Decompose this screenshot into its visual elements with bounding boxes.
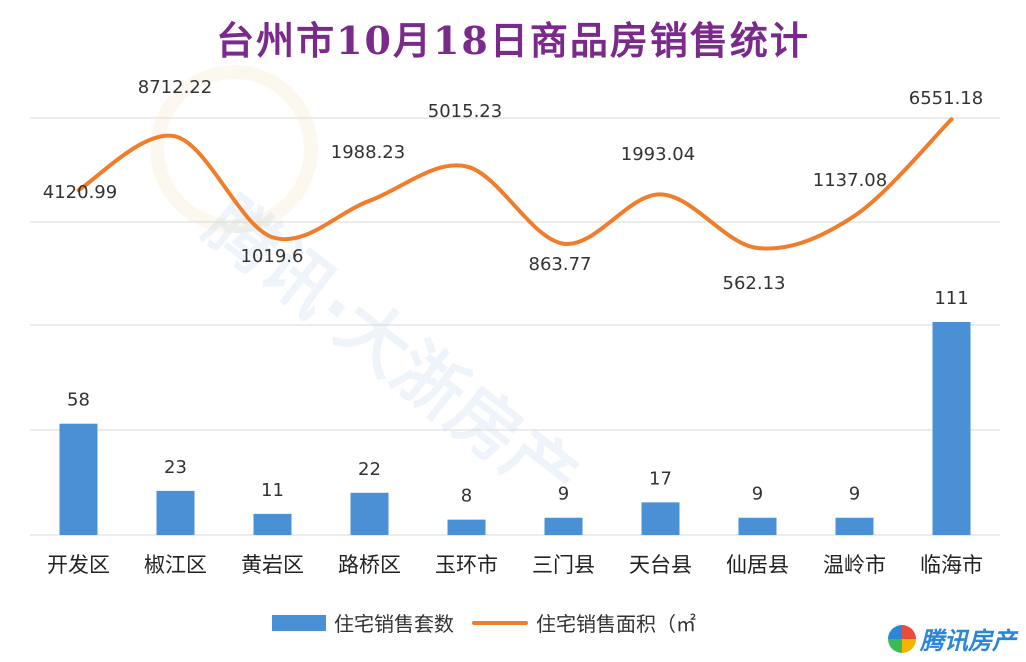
bar-0 bbox=[59, 423, 98, 535]
bar-value-label-1: 23 bbox=[164, 457, 187, 478]
category-label-3: 路桥区 bbox=[338, 553, 401, 577]
bar-3 bbox=[350, 492, 389, 535]
category-label-0: 开发区 bbox=[47, 553, 110, 577]
category-label-7: 仙居县 bbox=[726, 553, 789, 577]
bar-value-label-6: 17 bbox=[649, 468, 672, 489]
line-value-label-1: 8712.22 bbox=[138, 77, 212, 98]
line-value-label-4: 5015.23 bbox=[428, 101, 502, 122]
bar-6 bbox=[641, 502, 680, 535]
legend-line-label: 住宅销售面积（㎡ bbox=[536, 612, 696, 636]
bar-1 bbox=[156, 490, 195, 535]
brand-logo: 腾讯房产 bbox=[888, 621, 1016, 656]
legend-bar-swatch bbox=[272, 614, 326, 631]
legend-bar-label: 住宅销售套数 bbox=[334, 612, 454, 636]
chart-legend: 住宅销售套数 住宅销售面积（㎡ bbox=[272, 608, 696, 637]
bar-2 bbox=[253, 513, 292, 535]
legend-line-swatch bbox=[472, 620, 528, 625]
bar-5 bbox=[544, 517, 583, 535]
category-label-1: 椒江区 bbox=[144, 553, 207, 577]
line-value-label-8: 1137.08 bbox=[813, 170, 887, 191]
bar-value-label-4: 8 bbox=[461, 486, 472, 507]
category-label-2: 黄岩区 bbox=[241, 553, 304, 577]
line-value-label-7: 562.13 bbox=[723, 273, 786, 294]
bar-7 bbox=[738, 517, 777, 535]
line-value-label-6: 1993.04 bbox=[621, 144, 695, 165]
brand-logo-text: 腾讯房产 bbox=[920, 627, 1016, 655]
bar-8 bbox=[835, 517, 874, 535]
legend-item-line: 住宅销售面积（㎡ bbox=[472, 608, 696, 637]
line-value-label-5: 863.77 bbox=[529, 254, 592, 275]
legend-item-bar: 住宅销售套数 bbox=[272, 608, 454, 637]
line-value-label-3: 1988.23 bbox=[331, 142, 405, 163]
bar-value-label-3: 22 bbox=[358, 459, 381, 480]
line-series-area bbox=[76, 117, 954, 251]
bar-4 bbox=[447, 519, 486, 535]
brand-logo-icon bbox=[888, 624, 916, 653]
category-label-6: 天台县 bbox=[629, 553, 692, 577]
category-label-8: 温岭市 bbox=[823, 553, 886, 577]
line-value-label-0: 4120.99 bbox=[43, 182, 117, 203]
bar-value-label-5: 9 bbox=[558, 484, 569, 505]
bar-value-label-9: 111 bbox=[934, 288, 968, 309]
bar-value-label-8: 9 bbox=[849, 484, 860, 505]
bar-9 bbox=[932, 322, 971, 535]
category-label-4: 玉环市 bbox=[435, 553, 498, 577]
bar-value-label-7: 9 bbox=[752, 484, 763, 505]
category-label-9: 临海市 bbox=[920, 553, 983, 577]
bar-value-label-0: 58 bbox=[67, 390, 90, 411]
bar-value-label-2: 11 bbox=[261, 480, 284, 501]
line-value-label-2: 1019.6 bbox=[241, 246, 304, 267]
chart-title: 台州市10月18日商品房销售统计 bbox=[216, 18, 810, 63]
line-value-label-9: 6551.18 bbox=[909, 88, 983, 109]
category-label-5: 三门县 bbox=[532, 553, 595, 577]
